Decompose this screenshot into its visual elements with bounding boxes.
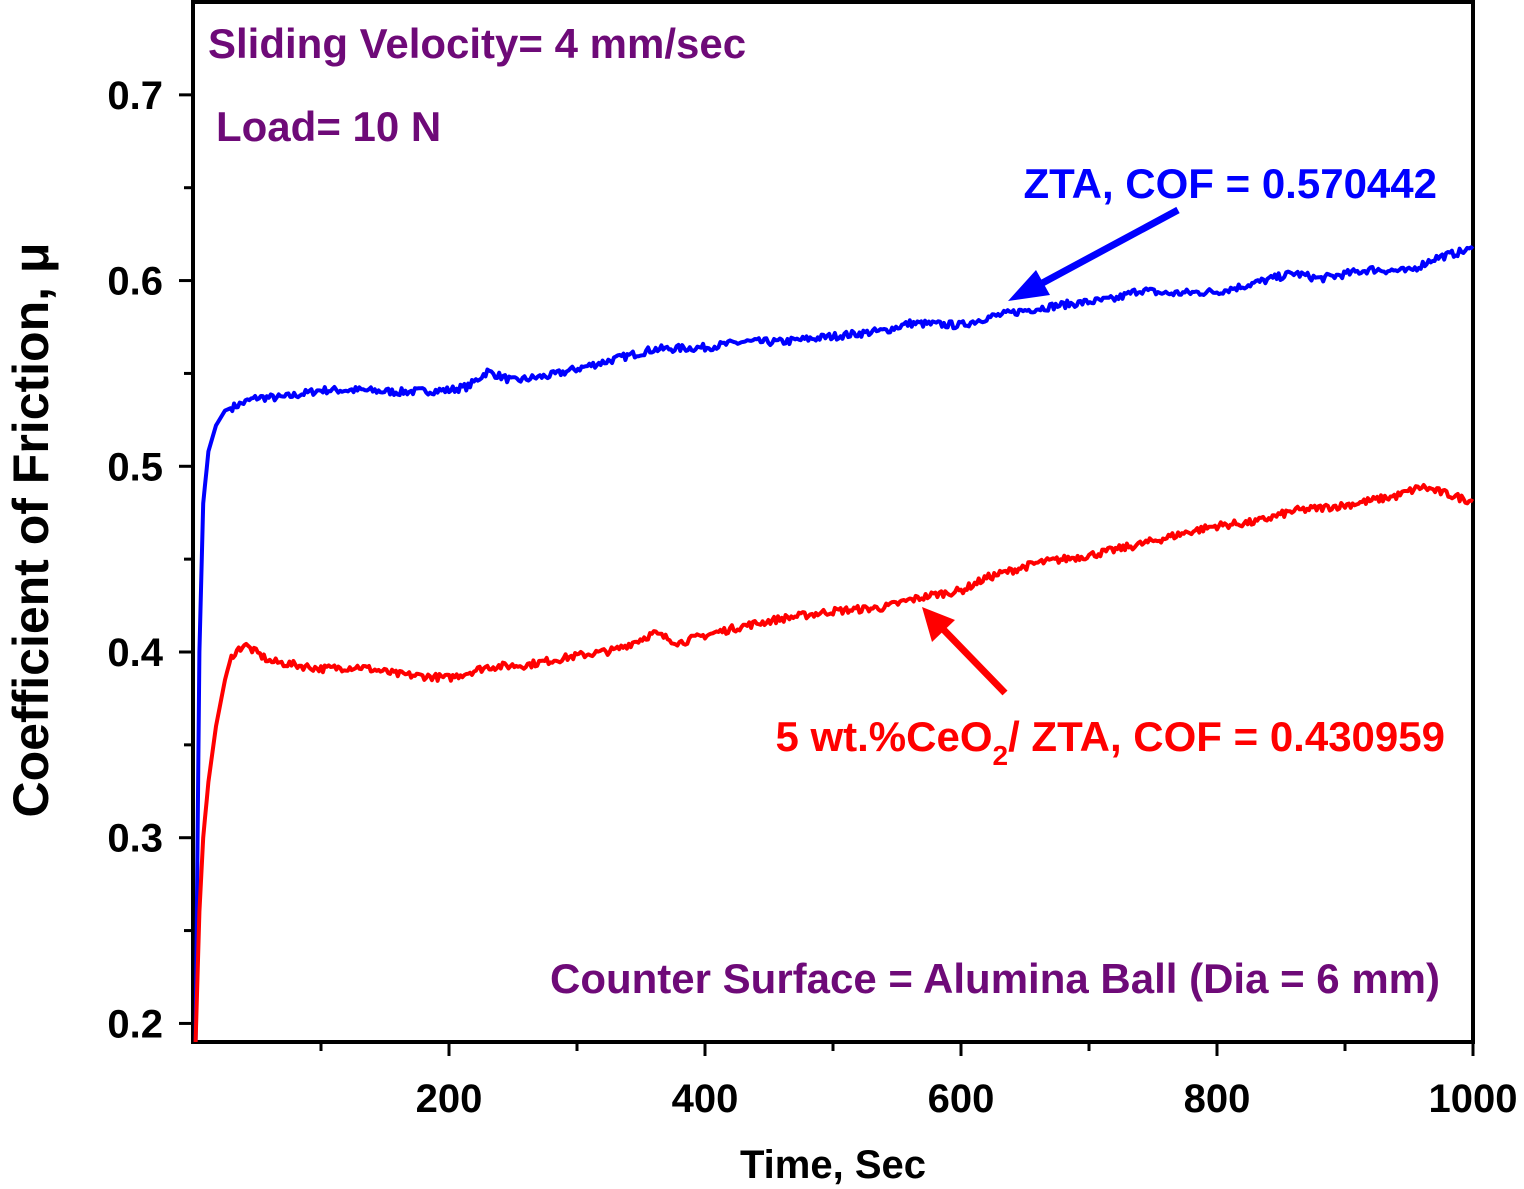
x-tick-label: 1000	[1429, 1077, 1518, 1121]
plot-frame	[191, 0, 1475, 1044]
zta-series-line	[193, 245, 1475, 1043]
y-tick-label: 0.5	[107, 445, 163, 489]
y-axis-ticks: 0.2 0.3 0.4 0.5 0.6 0.7	[107, 74, 193, 1046]
ceo2-series-line	[193, 483, 1475, 1043]
x-axis-ticks: 200 400 600 800 1000	[319, 1042, 1518, 1121]
y-tick-label: 0.3	[107, 817, 163, 861]
y-tick-label: 0.6	[107, 260, 163, 304]
x-tick-label: 600	[928, 1077, 995, 1121]
zta-series-label: ZTA, COF = 0.570442	[1023, 160, 1437, 207]
y-tick-label: 0.4	[107, 631, 163, 675]
sliding-velocity-annotation: Sliding Velocity= 4 mm/sec	[208, 20, 746, 67]
ceo2-arrow	[922, 607, 1008, 696]
y-tick-label: 0.7	[107, 74, 163, 118]
ceo2-series-label: 5 wt.%CeO2/ ZTA, COF = 0.430959	[775, 713, 1445, 771]
counter-surface-annotation: Counter Surface = Alumina Ball (Dia = 6 …	[550, 955, 1440, 1002]
x-tick-label: 200	[416, 1077, 483, 1121]
y-axis-label: Coefficient of Friction, μ	[3, 242, 59, 817]
x-tick-label: 800	[1184, 1077, 1251, 1121]
x-axis-label: Time, Sec	[740, 1143, 926, 1187]
y-tick-label: 0.2	[107, 1002, 163, 1046]
series-layer	[193, 245, 1475, 1043]
zta-arrow	[1008, 206, 1180, 301]
load-annotation: Load= 10 N	[216, 103, 441, 150]
x-tick-label: 400	[672, 1077, 739, 1121]
